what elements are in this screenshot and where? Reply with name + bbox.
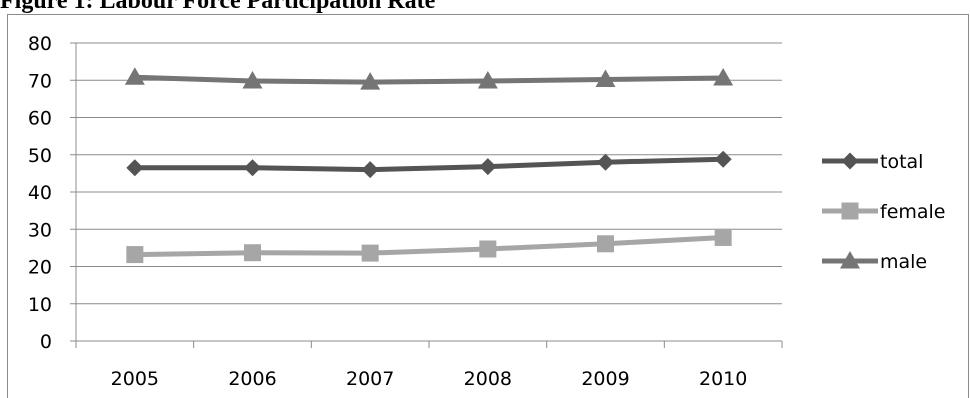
- legend-marker: [841, 152, 859, 170]
- x-tick-label: 2007: [346, 368, 394, 390]
- axes: [70, 42, 783, 348]
- data-point-female: [361, 244, 379, 262]
- y-tick-label: 0: [40, 331, 52, 353]
- y-tick-label: 20: [28, 257, 52, 279]
- legend-marker: [841, 202, 859, 220]
- x-tick-label: 2010: [699, 368, 747, 390]
- data-point-female: [126, 246, 144, 264]
- y-axis-tick-labels: 0 10 20 30 40 50 60 70 80: [28, 33, 52, 353]
- legend: total female male: [822, 151, 946, 273]
- chart-frame: [7, 14, 969, 398]
- series-line-total: [134, 156, 724, 173]
- data-point-male: [242, 70, 263, 89]
- legend-item-male: male: [822, 251, 927, 273]
- data-point-total: [126, 159, 144, 177]
- data-point-total: [361, 161, 379, 179]
- data-point-female: [597, 235, 614, 253]
- legend-item-female: female: [822, 201, 946, 223]
- y-tick-label: 80: [28, 33, 52, 55]
- series-total: [126, 150, 732, 179]
- data-point-female: [244, 244, 261, 262]
- x-tick-label: 2008: [464, 368, 512, 390]
- legend-label: total: [880, 151, 923, 173]
- y-tick-label: 40: [28, 182, 52, 204]
- data-point-male: [713, 68, 734, 86]
- data-point-female: [714, 228, 732, 246]
- series-female: [126, 228, 732, 264]
- legend-label: female: [880, 201, 946, 223]
- y-tick-label: 60: [28, 108, 52, 130]
- y-tick-label: 50: [28, 145, 52, 167]
- data-point-total: [714, 150, 732, 168]
- x-tick-label: 2005: [111, 368, 159, 390]
- data-point-total: [479, 158, 497, 176]
- series-line-female: [134, 234, 724, 258]
- data-point-female: [479, 240, 497, 258]
- legend-marker: [840, 251, 860, 269]
- x-tick-label: 2009: [581, 368, 629, 390]
- data-point-male: [595, 69, 616, 88]
- series-line-male: [134, 74, 724, 85]
- legend-item-total: total: [822, 151, 923, 173]
- data-point-male: [360, 72, 381, 90]
- y-tick-label: 70: [28, 70, 52, 92]
- data-point-male: [477, 70, 498, 89]
- legend-label: male: [880, 251, 927, 273]
- y-tick-label: 10: [28, 294, 52, 316]
- data-series: [124, 67, 734, 264]
- x-axis-tick-labels: 2005 2006 2007 2008 2009 2010: [111, 368, 748, 390]
- data-point-total: [597, 153, 614, 171]
- x-tick-label: 2006: [228, 368, 276, 390]
- figure-title: Figure 1: Labour Force Participation Rat…: [0, 0, 436, 14]
- series-male: [124, 67, 734, 90]
- data-point-male: [124, 67, 145, 85]
- data-point-total: [244, 159, 261, 177]
- y-tick-label: 30: [28, 219, 52, 241]
- gridlines: [76, 42, 782, 305]
